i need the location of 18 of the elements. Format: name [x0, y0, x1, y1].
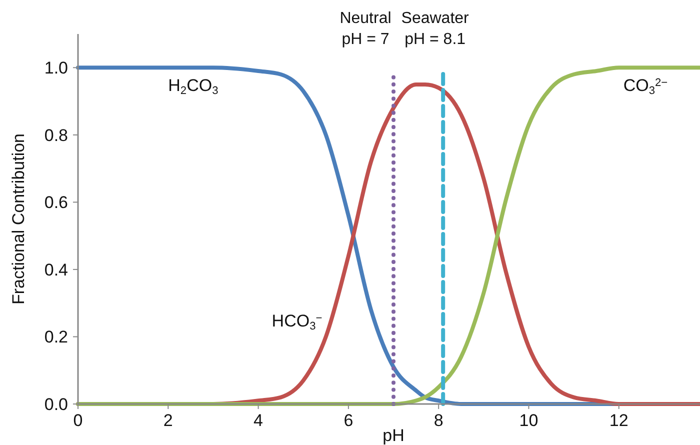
- x-tick-label: 12: [609, 411, 628, 430]
- series-label: H$_{2}$CO$_{3}$: [168, 76, 218, 98]
- y-tick-label: 0.8: [44, 126, 68, 145]
- y-tick-label: 0.2: [44, 328, 68, 347]
- y-tick-label: 0.0: [44, 395, 68, 414]
- y-axis-title: Fractional Contribution: [9, 133, 28, 305]
- y-tick-label: 0.6: [44, 193, 68, 212]
- y-tick-label: 0.4: [44, 260, 68, 280]
- x-tick-label: 8: [434, 411, 444, 430]
- x-axis-title: pH: [382, 426, 404, 445]
- x-tick-label: 6: [344, 411, 354, 430]
- x-tick-label: 0: [73, 411, 83, 430]
- ref-line-label: Neutral pH = 7: [340, 10, 392, 48]
- ref-line-label: Seawater pH = 8.1: [401, 10, 470, 48]
- x-tick-label: 2: [163, 411, 173, 430]
- y-tick-label: 1.0: [44, 58, 68, 78]
- x-tick-label: 10: [519, 411, 538, 430]
- x-tick-label: 4: [254, 411, 264, 430]
